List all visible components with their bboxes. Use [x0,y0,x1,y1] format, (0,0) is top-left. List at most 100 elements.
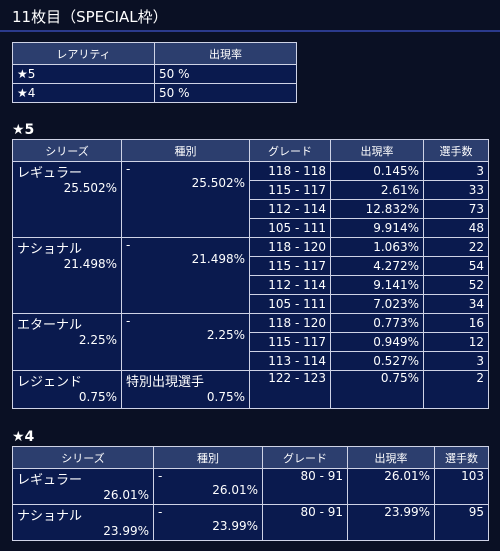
series-cell: ナショナル 21.498% [12,237,122,314]
rarity-table: レアリティ 出現率 ★5 50 % ★4 50 % [12,42,297,103]
grade-cell: 112 - 114 [249,199,331,219]
grade-cell: 115 - 117 [249,256,331,276]
rate-header: 出現率 [347,446,435,469]
page-title: 11枚目（SPECIAL枠） [12,8,168,26]
type-rate: 26.01% [212,483,258,497]
type-rate: 25.502% [191,176,245,190]
type-cell: - 26.01% [153,468,263,505]
grade-cell: 112 - 114 [249,275,331,295]
rate-cell: 0.773% [330,313,424,333]
count-cell: 22 [423,237,489,257]
count-cell: 54 [423,256,489,276]
star4-table: シリーズ 種別 グレード 出現率 選手数 レギュラー 26.01% - 26.0… [12,446,489,541]
grade-cell: 105 - 111 [249,218,331,238]
series-rate: 21.498% [63,257,117,271]
type-cell: - 23.99% [153,504,263,541]
star5-table: シリーズ 種別 グレード 出現率 選手数 レギュラー 25.502% - 25.… [12,139,489,409]
grade-cell: 80 - 91 [262,504,348,541]
count-cell: 33 [423,180,489,200]
count-cell: 52 [423,275,489,295]
rate-header: 出現率 [330,139,424,162]
type-name: 特別出現選手 [126,375,205,390]
rate-cell: 23.99% [347,504,435,541]
rarity-header: レアリティ [12,42,155,65]
series-rate: 25.502% [63,181,117,195]
type-name: - [126,314,131,329]
section-title-star4: ★4 [12,429,35,445]
rate-cell: 50 % [154,83,297,103]
grade-cell: 115 - 117 [249,180,331,200]
rate-cell: 12.832% [330,199,424,219]
series-rate: 26.01% [103,488,149,502]
series-header: シリーズ [12,446,154,469]
count-header: 選手数 [423,139,489,162]
count-cell: 3 [423,351,489,371]
count-cell: 73 [423,199,489,219]
series-header: シリーズ [12,139,122,162]
type-rate: 2.25% [206,328,245,342]
series-name: レギュラー [17,473,83,488]
type-rate: 23.99% [212,519,258,533]
grade-cell: 118 - 120 [249,313,331,333]
count-cell: 34 [423,294,489,314]
grade-cell: 105 - 111 [249,294,331,314]
rarity-cell: ★4 [12,83,155,103]
rate-cell: 50 % [154,64,297,84]
series-name: レギュラー [17,166,83,181]
type-header: 種別 [153,446,263,469]
type-header: 種別 [121,139,250,162]
series-cell: エターナル 2.25% [12,313,122,371]
rate-cell: 4.272% [330,256,424,276]
rate-cell: 2.61% [330,180,424,200]
grade-header: グレード [262,446,348,469]
type-name: - [158,505,163,520]
rate-cell: 26.01% [347,468,435,505]
rate-cell: 0.949% [330,332,424,352]
series-name: エターナル [17,318,83,333]
count-cell: 2 [423,370,489,409]
grade-cell: 122 - 123 [249,370,331,409]
grade-cell: 80 - 91 [262,468,348,505]
type-cell: - 2.25% [121,313,250,371]
type-name: - [126,162,131,177]
count-header: 選手数 [434,446,489,469]
rate-cell: 0.145% [330,161,424,181]
series-cell: ナショナル 23.99% [12,504,154,541]
series-cell: レギュラー 26.01% [12,468,154,505]
count-cell: 3 [423,161,489,181]
type-cell: - 25.502% [121,161,250,238]
rate-cell: 1.063% [330,237,424,257]
rarity-cell: ★5 [12,64,155,84]
rate-cell: 9.141% [330,275,424,295]
rate-cell: 7.023% [330,294,424,314]
series-rate: 23.99% [103,524,149,538]
grade-cell: 118 - 118 [249,161,331,181]
grade-cell: 115 - 117 [249,332,331,352]
series-name: レジェンド [17,375,83,390]
type-cell: 特別出現選手 0.75% [121,370,250,409]
rate-cell: 0.75% [330,370,424,409]
series-name: ナショナル [17,509,83,524]
series-name: ナショナル [17,242,83,257]
grade-cell: 113 - 114 [249,351,331,371]
grade-header: グレード [249,139,331,162]
type-name: - [158,469,163,484]
type-rate: 21.498% [191,252,245,266]
series-rate: 0.75% [78,390,117,404]
type-cell: - 21.498% [121,237,250,314]
rate-cell: 0.527% [330,351,424,371]
type-rate: 0.75% [206,390,245,404]
series-cell: レジェンド 0.75% [12,370,122,409]
series-rate: 2.25% [78,333,117,347]
title-divider [0,30,500,32]
rate-header: 出現率 [154,42,297,65]
count-cell: 48 [423,218,489,238]
count-cell: 103 [434,468,489,505]
section-title-star5: ★5 [12,122,35,138]
rate-cell: 9.914% [330,218,424,238]
type-name: - [126,238,131,253]
count-cell: 16 [423,313,489,333]
count-cell: 95 [434,504,489,541]
count-cell: 12 [423,332,489,352]
grade-cell: 118 - 120 [249,237,331,257]
